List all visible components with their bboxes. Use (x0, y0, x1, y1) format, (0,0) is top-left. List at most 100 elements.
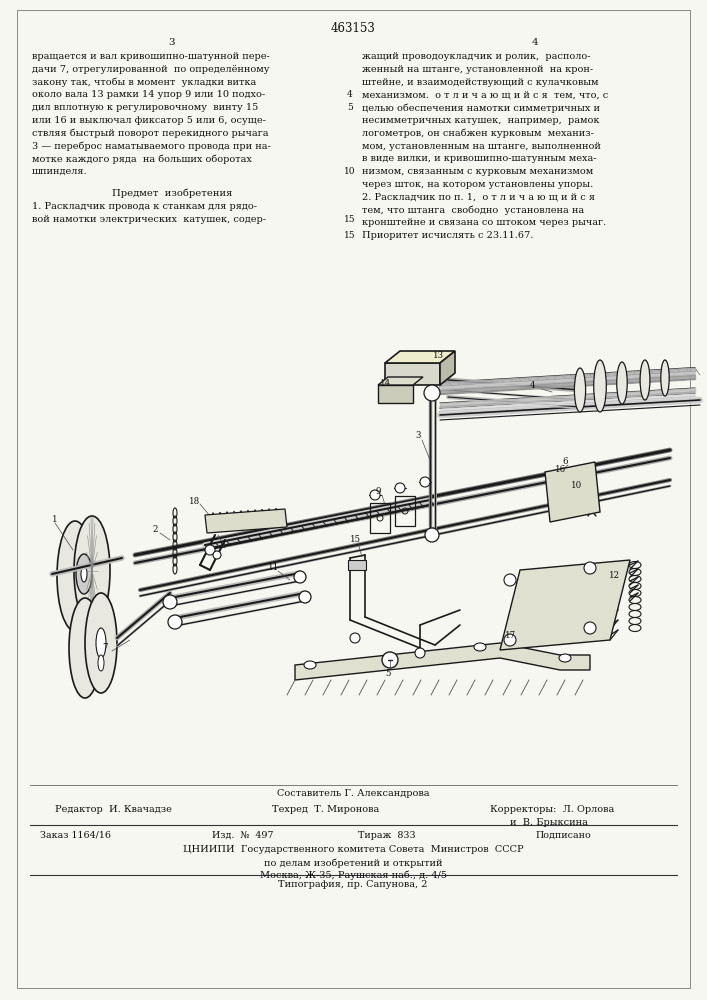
Text: 16: 16 (554, 466, 566, 475)
Ellipse shape (163, 595, 177, 609)
Ellipse shape (504, 634, 516, 646)
Ellipse shape (85, 593, 117, 693)
Text: механизмом.  о т л и ч а ю щ и й с я  тем, что, с: механизмом. о т л и ч а ю щ и й с я тем,… (362, 90, 608, 99)
Ellipse shape (640, 360, 650, 400)
Text: жащий проводоукладчик и ролик,  располо-: жащий проводоукладчик и ролик, располо- (362, 52, 590, 61)
Ellipse shape (584, 562, 596, 574)
Ellipse shape (474, 643, 486, 651)
Text: Подписано: Подписано (536, 831, 592, 840)
Text: Приоритет исчислять с 23.11.67.: Приоритет исчислять с 23.11.67. (362, 231, 533, 240)
Text: вращается и вал кривошипно-шатунной пере-: вращается и вал кривошипно-шатунной пере… (32, 52, 270, 61)
Polygon shape (385, 351, 455, 363)
Ellipse shape (205, 545, 215, 555)
Ellipse shape (213, 551, 221, 559)
Text: 15: 15 (344, 215, 356, 224)
Ellipse shape (304, 661, 316, 669)
Text: 8: 8 (219, 540, 225, 550)
Text: 463153: 463153 (331, 22, 375, 35)
Ellipse shape (559, 654, 571, 662)
Text: Предмет  изобретения: Предмет изобретения (112, 188, 232, 198)
Text: Изд.  №  497: Изд. № 497 (212, 831, 274, 840)
Text: в виде вилки, и кривошипно-шатунным меха-: в виде вилки, и кривошипно-шатунным меха… (362, 154, 597, 163)
Text: 6: 6 (562, 458, 568, 466)
Ellipse shape (420, 477, 430, 487)
Text: Типография, пр. Сапунова, 2: Типография, пр. Сапунова, 2 (279, 880, 428, 889)
Ellipse shape (395, 483, 405, 493)
Text: Тираж  833: Тираж 833 (358, 831, 416, 840)
Text: 10: 10 (571, 481, 583, 489)
Text: 3 — переброс наматываемого провода при на-: 3 — переброс наматываемого провода при н… (32, 142, 271, 151)
Text: 2. Раскладчик по п. 1,  о т л и ч а ю щ и й с я: 2. Раскладчик по п. 1, о т л и ч а ю щ и… (362, 193, 595, 202)
Ellipse shape (617, 362, 627, 404)
Ellipse shape (74, 516, 110, 626)
Polygon shape (205, 509, 287, 533)
Ellipse shape (425, 528, 439, 542)
Text: и  В. Брыксина: и В. Брыксина (510, 818, 588, 827)
Text: 4: 4 (530, 380, 536, 389)
Text: Техред  Т. Миронова: Техред Т. Миронова (272, 805, 379, 814)
Ellipse shape (57, 521, 93, 631)
Ellipse shape (299, 591, 311, 603)
Ellipse shape (370, 490, 380, 500)
Ellipse shape (96, 628, 106, 658)
Text: около вала 13 рамки 14 упор 9 или 10 подхо-: около вала 13 рамки 14 упор 9 или 10 под… (32, 90, 265, 99)
Text: 18: 18 (189, 496, 201, 506)
Text: дил вплотную к регулировочному  винту 15: дил вплотную к регулировочному винту 15 (32, 103, 258, 112)
Text: несимметричных катушек,  например,  рамок: несимметричных катушек, например, рамок (362, 116, 600, 125)
FancyBboxPatch shape (348, 560, 366, 570)
Text: логометров, он снабжен курковым  механиз-: логометров, он снабжен курковым механиз- (362, 129, 594, 138)
Text: 1: 1 (52, 516, 58, 524)
Text: или 16 и выключал фиксатор 5 или 6, осуще-: или 16 и выключал фиксатор 5 или 6, осущ… (32, 116, 266, 125)
Text: Москва, Ж-35, Раушская наб., д. 4/5: Москва, Ж-35, Раушская наб., д. 4/5 (259, 871, 447, 880)
Ellipse shape (584, 622, 596, 634)
Ellipse shape (294, 571, 306, 583)
Text: 14: 14 (380, 378, 390, 387)
Text: мотке каждого ряда  на больших оборотах: мотке каждого ряда на больших оборотах (32, 154, 252, 164)
Text: 17: 17 (504, 632, 515, 641)
Ellipse shape (69, 598, 101, 698)
Text: 5: 5 (385, 668, 391, 678)
Ellipse shape (504, 574, 516, 586)
Text: целью обеспечения намотки симметричных и: целью обеспечения намотки симметричных и (362, 103, 600, 113)
Text: мом, установленным на штанге, выполненной: мом, установленным на штанге, выполненно… (362, 142, 601, 151)
Text: через шток, на котором установлены упоры.: через шток, на котором установлены упоры… (362, 180, 593, 189)
Text: низмом, связанным с курковым механизмом: низмом, связанным с курковым механизмом (362, 167, 593, 176)
Text: штейне, и взаимодействующий с кулачковым: штейне, и взаимодействующий с кулачковым (362, 78, 599, 87)
Text: 3: 3 (415, 430, 421, 440)
Text: закону так, чтобы в момент  укладки витка: закону так, чтобы в момент укладки витка (32, 78, 256, 87)
Ellipse shape (382, 652, 398, 668)
Text: 2: 2 (152, 526, 158, 534)
Text: 3: 3 (169, 38, 175, 47)
Text: Редактор  И. Квачадзе: Редактор И. Квачадзе (55, 805, 172, 814)
Polygon shape (545, 462, 600, 522)
Polygon shape (378, 385, 413, 403)
Text: 15: 15 (349, 536, 361, 544)
Text: ствляя быстрый поворот перекидного рычага: ствляя быстрый поворот перекидного рычаг… (32, 129, 269, 138)
Text: тем, что штанга  свободно  установлена на: тем, что штанга свободно установлена на (362, 206, 584, 215)
Text: 7: 7 (103, 644, 107, 652)
Ellipse shape (424, 385, 440, 401)
Polygon shape (385, 363, 440, 385)
Ellipse shape (76, 554, 92, 594)
Ellipse shape (168, 615, 182, 629)
Text: кронштейне и связана со штоком через рычаг.: кронштейне и связана со штоком через рыч… (362, 218, 606, 227)
Polygon shape (440, 351, 455, 385)
Ellipse shape (350, 633, 360, 643)
Ellipse shape (415, 648, 425, 658)
Text: 13: 13 (433, 352, 443, 360)
Text: Корректоры:  Л. Орлова: Корректоры: Л. Орлова (490, 805, 614, 814)
Text: по делам изобретений и открытий: по делам изобретений и открытий (264, 858, 443, 867)
Text: 11: 11 (269, 564, 280, 572)
Text: 12: 12 (609, 570, 619, 580)
Ellipse shape (574, 368, 585, 412)
Ellipse shape (661, 360, 670, 396)
Text: дачи 7, отрегулированной  по определённому: дачи 7, отрегулированной по определённом… (32, 65, 269, 74)
Text: ЦНИИПИ  Государственного комитета Совета  Министров  СССР: ЦНИИПИ Государственного комитета Совета … (182, 845, 523, 854)
Polygon shape (378, 377, 423, 385)
Text: вой намотки электрических  катушек, содер-: вой намотки электрических катушек, содер… (32, 215, 266, 224)
Text: 4: 4 (532, 38, 538, 47)
Text: женный на штанге, установленной  на крон-: женный на штанге, установленной на крон- (362, 65, 593, 74)
Polygon shape (295, 643, 590, 680)
Text: Составитель Г. Александрова: Составитель Г. Александрова (276, 789, 429, 798)
Ellipse shape (594, 360, 607, 412)
